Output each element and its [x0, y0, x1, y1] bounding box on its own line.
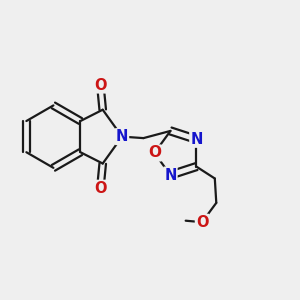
- Text: O: O: [94, 78, 106, 93]
- Text: O: O: [148, 146, 161, 160]
- Text: N: N: [116, 129, 128, 144]
- Text: O: O: [94, 181, 106, 196]
- Text: O: O: [196, 215, 208, 230]
- Text: N: N: [164, 167, 177, 182]
- Text: N: N: [190, 132, 202, 147]
